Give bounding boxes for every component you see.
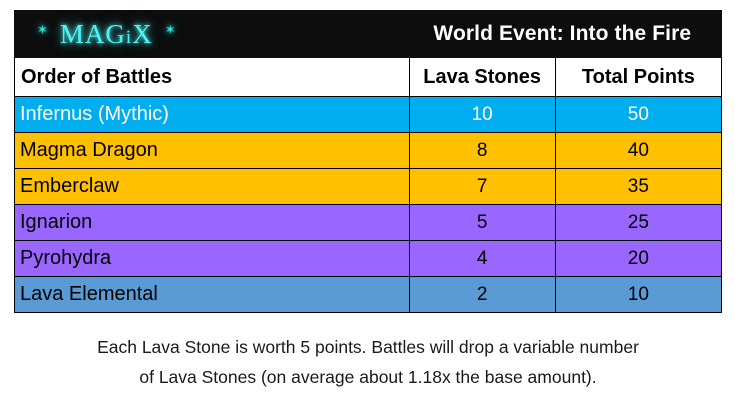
cell-total-points: 10 — [554, 276, 723, 313]
cell-lava-stones: 8 — [408, 132, 556, 169]
cell-battle-name: Pyrohydra — [14, 240, 410, 277]
brand-wordmark-mag: MAG — [59, 18, 126, 49]
column-header-label: Total Points — [581, 65, 695, 88]
column-header-lava-stones: Lava Stones — [408, 57, 556, 97]
table-row: Lava Elemental 2 10 — [14, 276, 723, 313]
brand-cell: ✶ MAGiX ✶ — [14, 10, 410, 58]
cell-total-points: 40 — [554, 132, 723, 169]
cell-battle-name: Lava Elemental — [14, 276, 410, 313]
table-row: Magma Dragon 8 40 — [14, 132, 723, 169]
table-header-row: Order of Battles Lava Stones Total Point… — [14, 57, 723, 97]
cell-lava-stones: 4 — [408, 240, 556, 277]
brand-wordmark: MAGiX — [60, 19, 153, 50]
table-row: Ignarion 5 25 — [14, 204, 723, 241]
world-event-table: ✶ MAGiX ✶ World Event: Into the Fire Ord… — [14, 10, 723, 313]
footnote-line-2: of Lava Stones (on average about 1.18x t… — [139, 367, 597, 387]
column-header-label: Order of Battles — [21, 65, 173, 88]
cell-battle-name: Ignarion — [14, 204, 410, 241]
cell-lava-stones: 10 — [408, 96, 556, 133]
table-row: Emberclaw 7 35 — [14, 168, 723, 205]
cell-lava-stones: 7 — [408, 168, 556, 205]
cell-total-points: 35 — [554, 168, 723, 205]
cell-battle-name: Infernus (Mythic) — [14, 96, 410, 133]
table-row: Pyrohydra 4 20 — [14, 240, 723, 277]
cell-battle-name: Emberclaw — [14, 168, 410, 205]
table-row: Infernus (Mythic) 10 50 — [14, 96, 723, 133]
cell-battle-name: Magma Dragon — [14, 132, 410, 169]
footnote-line-1: Each Lava Stone is worth 5 points. Battl… — [97, 337, 639, 357]
cell-total-points: 20 — [554, 240, 723, 277]
cell-lava-stones: 5 — [408, 204, 556, 241]
event-title-cell: World Event: Into the Fire — [408, 10, 723, 58]
brand-wordmark-i: i — [125, 26, 133, 48]
cell-lava-stones: 2 — [408, 276, 556, 313]
title-band-row: ✶ MAGiX ✶ World Event: Into the Fire — [14, 10, 723, 58]
column-header-label: Lava Stones — [423, 65, 542, 88]
column-header-total-points: Total Points — [554, 57, 723, 97]
footnote: Each Lava Stone is worth 5 points. Battl… — [28, 332, 708, 392]
brand-lockup: ✶ MAGiX ✶ — [37, 11, 409, 57]
event-title: World Event: Into the Fire — [433, 22, 692, 45]
star-icon: ✶ — [37, 21, 48, 37]
cell-total-points: 25 — [554, 204, 723, 241]
star-icon: ✶ — [164, 21, 176, 37]
column-header-order-of-battles: Order of Battles — [14, 57, 410, 97]
cell-total-points: 50 — [554, 96, 723, 133]
brand-wordmark-x: X — [132, 18, 153, 49]
